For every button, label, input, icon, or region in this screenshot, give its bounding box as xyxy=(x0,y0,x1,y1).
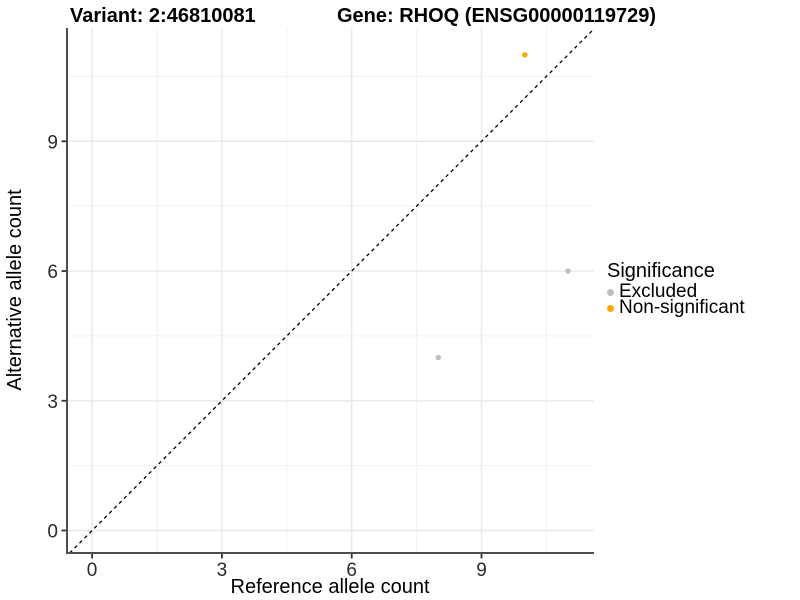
y-tick-label: 0 xyxy=(47,522,58,543)
legend-excluded-dot-icon xyxy=(607,288,614,296)
legend-nonsignificant-dot-icon xyxy=(607,304,614,312)
data-point xyxy=(565,268,571,274)
legend-item-excluded: Excluded xyxy=(607,281,745,302)
plot-title-variant: Variant: 2:46810081 xyxy=(70,5,256,27)
y-tick-label: 6 xyxy=(47,262,58,283)
grid-major xyxy=(67,28,594,553)
data-point xyxy=(435,354,441,361)
x-tick-label: 3 xyxy=(217,560,228,581)
plot-title-gene: Gene: RHOQ (ENSG00000119729) xyxy=(337,5,657,27)
legend-item-label: Non-significant xyxy=(619,297,745,318)
legend-item-label: Excluded xyxy=(619,281,698,302)
legend: Significance Excluded Non-significant xyxy=(607,260,745,318)
x-axis-title-label: Reference allele count xyxy=(230,575,430,598)
x-tick-label: 0 xyxy=(87,560,98,581)
grid-minor xyxy=(67,28,594,553)
y-tick-label: 9 xyxy=(47,132,58,153)
points-series-0 xyxy=(435,268,571,361)
legend-item-nonsignificant: Non-significant xyxy=(607,297,745,318)
identity-line xyxy=(69,28,595,554)
points-series-1 xyxy=(522,52,528,58)
y-tick-label: 3 xyxy=(47,392,58,413)
x-tick-label: 9 xyxy=(476,560,487,581)
legend-title: Significance xyxy=(607,260,715,282)
y-axis-title-label: Alternative allele count xyxy=(3,189,26,391)
axis-ticks xyxy=(61,140,483,559)
x-tick-label: 6 xyxy=(346,560,357,581)
data-point xyxy=(522,52,528,58)
axis-tick-labels: 0 3 6 9 0 3 6 9 xyxy=(47,132,486,581)
